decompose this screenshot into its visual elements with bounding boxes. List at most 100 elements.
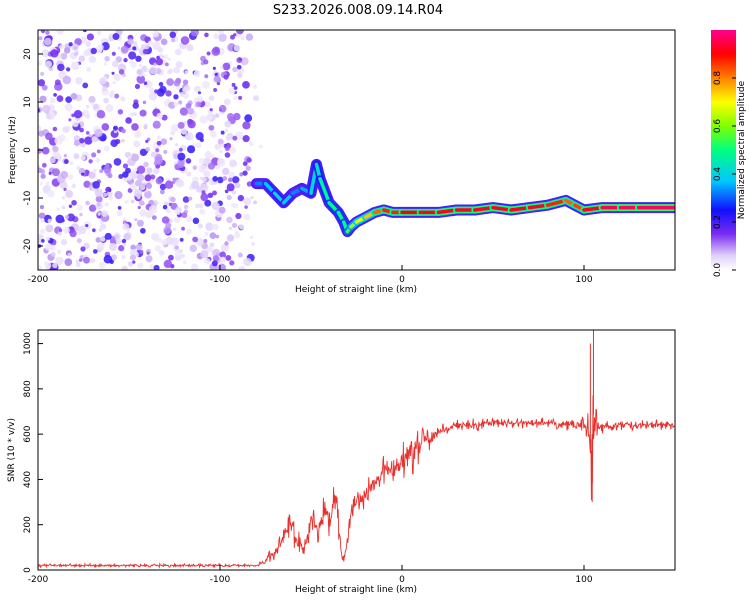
spectrogram-noise-blob [142,49,149,55]
spectrogram-noise-blob [65,96,73,103]
spectrogram-noise-blob [163,149,168,155]
spectrogram-noise-blob [205,222,214,231]
spectrogram-noise-blob [107,173,113,179]
spectrogram-noise-blob [195,70,199,74]
spectrogram-noise-blob [38,265,42,270]
spectrogram-noise-blob [110,254,117,261]
spectrogram-noise-blob [132,102,139,109]
spectrogram-noise-blob [110,139,118,147]
spectrogram-noise-blob [180,36,190,45]
spectrogram-noise-blob [153,264,160,270]
spectrogram-noise-blob [38,36,43,41]
spectrogram-noise-blob [204,74,209,79]
spectrogram-noise-blob [183,204,189,210]
spectrogram-noise-blob [41,49,50,58]
spectrogram-noise-blob [205,113,213,121]
spectrogram-noise-blob [125,167,131,174]
spectrogram-noise-blob [123,233,131,241]
spectrogram-noise-blob [114,191,123,200]
spectrogram-noise-blob [116,210,123,217]
spectrogram-noise-blob [190,30,199,37]
spectrogram-noise-blob [209,180,214,186]
spectrogram-noise-blob [211,248,221,258]
spectrogram-noise-blob [185,102,192,109]
spectrogram-noise-blob [212,190,217,196]
spectrogram-noise-blob [226,194,232,201]
spectrogram-noise-blob [217,30,225,35]
spectrogram-noise-blob [112,81,116,85]
spectrogram-noise-blob [201,176,207,183]
spectrogram-noise-blob [198,164,207,173]
spectrogram-noise-blob [238,224,245,230]
spectrogram-noise-blob [216,176,224,184]
spectrogram-noise-blob [96,30,102,36]
spectrogram-noise-blob [182,260,187,265]
spectrogram-noise-blob [39,182,43,186]
spectrogram-noise-blob [101,210,108,217]
spectrogram-noise-blob [148,87,155,94]
spectrogram-noise-blob [223,74,229,80]
spectrogram-noise-blob [179,107,189,116]
spectrogram-noise-blob [113,125,119,131]
spectrogram-noise-blob [217,157,224,164]
spectrogram-x-tick-label: -200 [28,275,49,285]
spectrogram-noise-blob [161,216,170,224]
spectrogram-noise-blob [90,47,97,55]
spectrogram-noise-blob [117,46,121,50]
spectrogram-noise-blob [39,205,44,210]
spectrogram-noise-blob [229,159,237,168]
spectrogram-noise-blob [212,66,216,70]
spectrogram-noise-blob [237,72,243,79]
spectrogram-noise-blob [196,96,204,103]
spectrogram-noise-blob [149,264,154,269]
spectrogram-noise-blob [145,255,153,263]
spectrogram-noise-blob [158,81,164,87]
spectrogram-noise-blob [95,195,103,203]
spectrogram-noise-blob [59,44,65,50]
colorbar-tick-label: 0.4 [713,167,723,182]
spectrogram-noise-blob [99,169,104,174]
spectrogram-noise-blob [242,135,250,143]
spectrogram-noise-blob [134,218,138,222]
spectrogram-noise-blob [184,132,194,141]
spectrogram-noise-blob [92,168,97,173]
spectrogram-noise-blob [131,153,140,162]
spectrogram-noise-blob [88,95,96,104]
spectrogram-noise-blob [206,51,211,56]
spectrogram-noise-blob [159,189,165,195]
spectrogram-noise-blob [136,68,145,77]
spectrogram-noise-blob [216,81,221,86]
spectrogram-noise-blob [126,228,130,232]
spectrogram-noise-blob [244,114,253,123]
spectrogram-noise-blob [164,201,169,206]
spectrogram-noise-blob [190,263,199,270]
spectrogram-noise-blob [201,190,206,195]
spectrogram-noise-blob [190,180,200,190]
spectrogram-noise-blob [185,158,192,164]
spectrogram-noise-blob [41,162,47,168]
spectrogram-noise-blob [234,203,239,208]
spectrogram-noise-blob [208,111,212,115]
spectrogram-noise-blob [139,209,147,217]
spectrogram-noise-blob [135,243,143,251]
spectrogram-noise-blob [249,141,254,147]
spectrogram-noise-blob [227,177,233,183]
spectrogram-noise-blob [92,249,98,254]
spectrogram-noise-blob [63,153,67,158]
spectrogram-noise-blob [86,33,94,41]
spectrogram-noise-blob [103,192,108,197]
spectrogram-noise-blob [108,36,114,42]
spectrogram-noise-blob [188,196,193,201]
spectrogram-noise-blob [229,260,235,266]
spectrogram-noise-blob [72,120,79,128]
spectrogram-noise-blob [38,167,43,173]
spectrogram-y-axis: 20 10 0 -10 -20 [23,48,43,253]
spectrogram-noise-blob [211,201,220,211]
spectrogram-noise-blob [135,55,142,62]
spectrogram-noise-blob [212,223,219,231]
spectrogram-noise-blob [223,98,231,106]
spectrogram-noise-blob [85,131,90,135]
spectrogram-noise-blob [250,195,254,200]
spectrogram-noise-blob [160,38,168,46]
spectrogram-noise-blob [168,254,174,261]
